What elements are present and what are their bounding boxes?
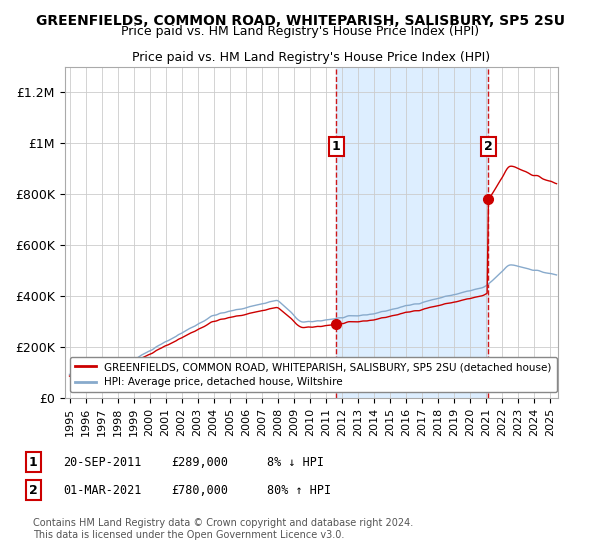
Text: GREENFIELDS, COMMON ROAD, WHITEPARISH, SALISBURY, SP5 2SU: GREENFIELDS, COMMON ROAD, WHITEPARISH, S… — [35, 14, 565, 28]
Text: 20-SEP-2011: 20-SEP-2011 — [63, 455, 142, 469]
Text: 2: 2 — [484, 140, 493, 153]
Text: 2: 2 — [29, 483, 37, 497]
Text: 1: 1 — [29, 455, 37, 469]
Legend: GREENFIELDS, COMMON ROAD, WHITEPARISH, SALISBURY, SP5 2SU (detached house), HPI:: GREENFIELDS, COMMON ROAD, WHITEPARISH, S… — [70, 357, 557, 393]
Title: Price paid vs. HM Land Registry's House Price Index (HPI): Price paid vs. HM Land Registry's House … — [132, 52, 490, 64]
Text: Contains HM Land Registry data © Crown copyright and database right 2024.
This d: Contains HM Land Registry data © Crown c… — [33, 519, 413, 540]
Text: 8% ↓ HPI: 8% ↓ HPI — [267, 455, 324, 469]
Text: £780,000: £780,000 — [171, 483, 228, 497]
Text: 1: 1 — [332, 140, 341, 153]
Text: 01-MAR-2021: 01-MAR-2021 — [63, 483, 142, 497]
Bar — [337, 67, 488, 398]
Text: £289,000: £289,000 — [171, 455, 228, 469]
Text: 80% ↑ HPI: 80% ↑ HPI — [267, 483, 331, 497]
Text: Price paid vs. HM Land Registry's House Price Index (HPI): Price paid vs. HM Land Registry's House … — [121, 25, 479, 38]
